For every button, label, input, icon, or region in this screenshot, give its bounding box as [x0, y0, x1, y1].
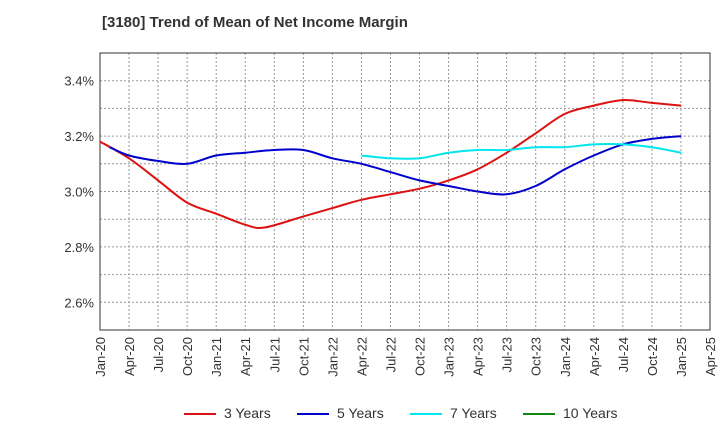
legend-label: 3 Years: [224, 405, 271, 421]
y-tick-label: 2.6%: [64, 295, 94, 310]
x-tick-label: Jan-21: [209, 337, 224, 377]
legend-swatch: [410, 413, 442, 415]
series-line-7-years: [361, 143, 682, 160]
x-tick-label: Jan-23: [442, 337, 457, 377]
x-tick-label: Apr-21: [238, 337, 253, 376]
legend-swatch: [184, 413, 216, 415]
y-tick-label: 3.2%: [64, 129, 94, 144]
x-tick-label: Jan-24: [558, 337, 573, 377]
legend-swatch: [523, 413, 555, 415]
x-tick-label: Apr-23: [471, 337, 486, 376]
legend: 3 Years 5 Years 7 Years 10 Years: [0, 404, 720, 428]
legend-label: 10 Years: [563, 405, 618, 421]
legend-label: 5 Years: [337, 405, 384, 421]
x-tick-label: Jul-24: [616, 337, 631, 372]
series-lines: [99, 99, 682, 229]
x-tick-label: Jul-22: [383, 337, 398, 372]
x-axis: Jan-20 Apr-20 Jul-20 Oct-20 Jan-21 Apr-21 Jul-…: [93, 337, 718, 377]
x-tick-label: Oct-20: [180, 337, 195, 376]
x-tick-label: Apr-25: [703, 337, 718, 376]
x-tick-label: Oct-21: [296, 337, 311, 376]
y-tick-label: 3.0%: [64, 185, 94, 200]
legend-label: 7 Years: [450, 405, 497, 421]
series-line-3-years: [99, 99, 682, 229]
x-tick-label: Oct-22: [413, 337, 428, 376]
series-line-5-years: [109, 135, 682, 196]
x-tick-label: Oct-24: [645, 337, 660, 376]
legend-swatch: [297, 413, 329, 415]
x-tick-label: Apr-24: [587, 337, 602, 376]
y-tick-label: 3.4%: [64, 74, 94, 89]
x-tick-label: Jul-23: [500, 337, 515, 372]
chart-title: [3180] Trend of Mean of Net Income Margi…: [102, 14, 408, 31]
x-tick-label: Oct-23: [529, 337, 544, 376]
x-tick-label: Jan-22: [325, 337, 340, 377]
y-axis: 2.6% 2.8% 3.0% 3.2% 3.4%: [64, 74, 94, 311]
x-tick-label: Jan-25: [674, 337, 689, 377]
y-tick-label: 2.8%: [64, 240, 94, 255]
x-tick-label: Jul-21: [267, 337, 282, 372]
x-tick-label: Apr-20: [122, 337, 137, 376]
plot-frame: [99, 52, 711, 331]
x-tick-label: Apr-22: [354, 337, 369, 376]
x-tick-label: Jul-20: [151, 337, 166, 372]
x-tick-label: Jan-20: [93, 337, 108, 377]
